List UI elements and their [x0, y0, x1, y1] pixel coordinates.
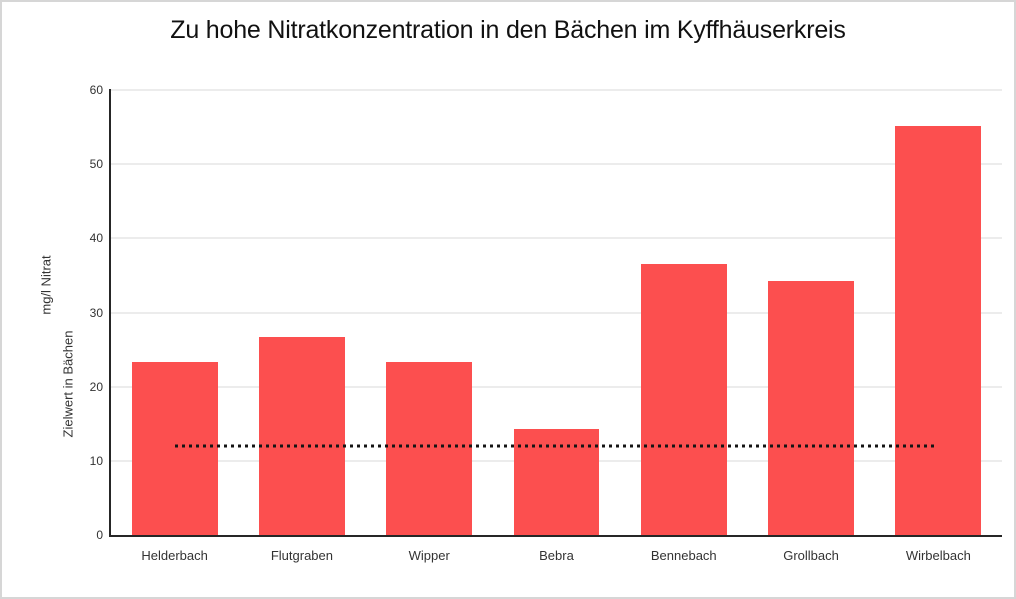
bar-cell-Helderbach	[111, 90, 238, 535]
gridline-20	[111, 386, 1002, 388]
category-label-Wirbelbach: Wirbelbach	[905, 548, 971, 563]
target-line	[174, 444, 939, 448]
bar-cell-Bebra	[493, 90, 620, 535]
bar-Wirbelbach	[895, 125, 982, 535]
gridline-50	[111, 163, 1002, 165]
category-label-Flutgraben: Flutgraben	[270, 548, 333, 563]
bar-cell-Flutgraben	[238, 90, 365, 535]
category-label-Bebra: Bebra	[539, 548, 574, 563]
bars	[111, 90, 1002, 535]
bar-Bennebach	[640, 264, 727, 535]
bar-cell-Wirbelbach	[875, 90, 1002, 535]
x-axis-line	[109, 535, 1002, 537]
bar-Grollbach	[768, 280, 854, 535]
gridline-30	[111, 312, 1002, 313]
y-tick-label-0: 0	[96, 528, 103, 542]
bar-Wipper	[386, 362, 473, 535]
bar-cell-Bennebach	[620, 90, 747, 535]
category-label-Bennebach: Bennebach	[650, 548, 717, 563]
bar-Helderbach	[131, 362, 218, 535]
y-axis-line	[109, 89, 111, 537]
category-label-Grollbach: Grollbach	[783, 548, 839, 563]
y-tick-labels: 0 10 20 30 40 50 60	[58, 83, 103, 542]
y-tick-label-20: 20	[89, 379, 103, 394]
bar-cell-Grollbach	[747, 90, 874, 535]
y-axis-title-mg-l-nitrat: mg/l Nitrat	[38, 255, 54, 315]
gridline-60	[111, 89, 1002, 91]
y-tick-label-40: 40	[89, 231, 103, 246]
bar-cell-Wipper	[366, 90, 493, 535]
y-tick-label-50: 50	[89, 157, 103, 172]
category-label-Helderbach: Helderbach	[141, 548, 208, 563]
y-tick-label-10: 10	[89, 453, 103, 468]
plot-area	[111, 89, 1002, 535]
bar-Flutgraben	[258, 336, 345, 535]
y-tick-label-60: 60	[89, 83, 103, 97]
category-label-Wipper: Wipper	[408, 548, 450, 563]
category-labels: Helderbach Flutgraben Wipper Bebra Bennebach…	[111, 548, 1002, 563]
y-tick-label-30: 30	[89, 305, 103, 320]
chart-title: Zu hohe Nitratkonzentration in den Bäche…	[170, 16, 846, 44]
gridline-40	[111, 237, 1002, 239]
